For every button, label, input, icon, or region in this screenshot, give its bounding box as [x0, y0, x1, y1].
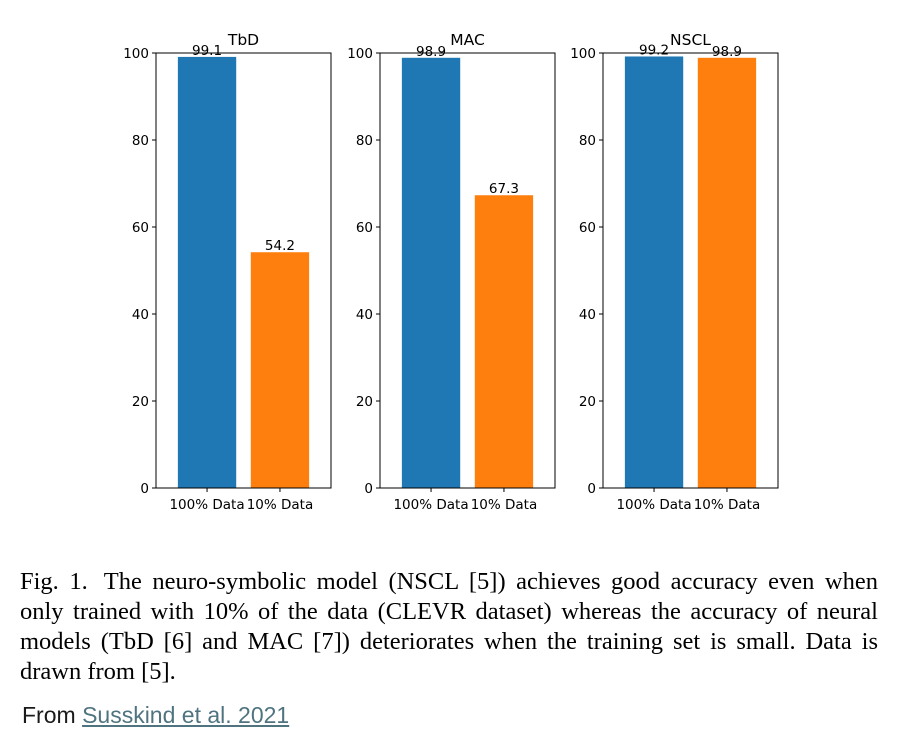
figure-caption-label: Fig. 1.	[20, 568, 88, 595]
source-link[interactable]: Susskind et al. 2021	[82, 702, 290, 728]
axes-frame	[602, 52, 779, 489]
x-tick-label: 100% Data	[616, 497, 691, 513]
bar-100-data	[401, 57, 461, 488]
y-tick-label: 80	[356, 133, 373, 149]
bar-100-data	[177, 56, 237, 488]
y-tick-label: 0	[587, 481, 596, 497]
y-tick-label: 60	[132, 220, 149, 236]
chart-canvas: TbD 99.1 100% Data 54.2 10% Data 0 20 40 60 80 100…	[123, 31, 779, 513]
chart-panel-tbd: TbD 99.1 100% Data 54.2 10% Data 0 20 40 60 80 100	[123, 31, 332, 513]
y-tick-label: 40	[579, 307, 596, 323]
data-label: 54.2	[265, 238, 295, 254]
axes-frame	[379, 52, 556, 489]
source-prefix: From	[22, 702, 76, 728]
y-tick-label: 40	[356, 307, 373, 323]
data-label: 98.9	[416, 44, 446, 60]
chart-title: TbD	[227, 31, 259, 49]
x-tick-label: 100% Data	[393, 497, 468, 513]
x-tick-label: 10% Data	[471, 497, 538, 513]
y-tick-label: 0	[364, 481, 373, 497]
data-label: 98.9	[712, 44, 742, 60]
x-tick-label: 10% Data	[247, 497, 314, 513]
data-label: 99.1	[192, 43, 222, 59]
y-tick-label: 100	[570, 46, 596, 62]
y-tick-label: 60	[579, 220, 596, 236]
bar-10-data	[250, 252, 310, 488]
x-tick-label: 10% Data	[694, 497, 761, 513]
figure-caption-text: The neuro-symbolic model (NSCL [5]) achi…	[20, 568, 878, 685]
y-tick-label: 60	[356, 220, 373, 236]
source-attribution: From Susskind et al. 2021	[22, 702, 289, 729]
chart-title: NSCL	[670, 31, 711, 49]
bar-100-data	[624, 56, 684, 488]
y-tick-label: 100	[123, 46, 149, 62]
bar-10-data	[697, 57, 757, 488]
axes-frame	[155, 52, 332, 489]
y-tick-label: 0	[140, 481, 149, 497]
y-tick-label: 80	[579, 133, 596, 149]
chart-title: MAC	[450, 31, 485, 49]
y-tick-label: 20	[579, 394, 596, 410]
y-tick-label: 100	[347, 46, 373, 62]
y-tick-label: 20	[132, 394, 149, 410]
x-tick-label: 100% Data	[169, 497, 244, 513]
y-tick-label: 20	[356, 394, 373, 410]
bar-chart-figure: TbD 99.1 100% Data 54.2 10% Data 0 20 40 60 80 100…	[123, 31, 779, 513]
data-label: 67.3	[489, 181, 519, 197]
figure-caption: Fig. 1. The neuro-symbolic model (NSCL [5…	[20, 567, 878, 687]
data-label: 99.2	[639, 42, 669, 58]
y-tick-label: 40	[132, 307, 149, 323]
bar-10-data	[474, 195, 534, 488]
y-tick-label: 80	[132, 133, 149, 149]
